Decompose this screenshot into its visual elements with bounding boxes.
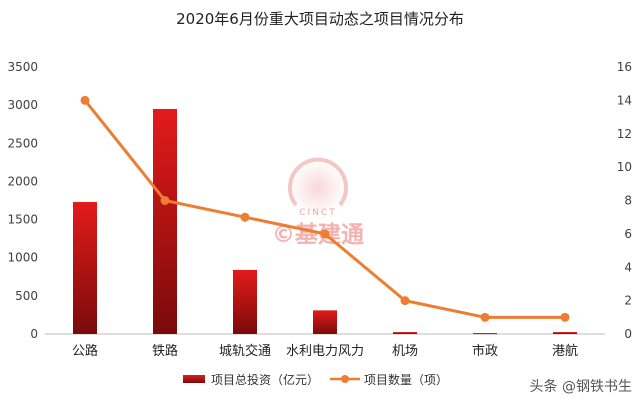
watermark: CINCT ©基建通 — [272, 157, 364, 248]
line-point — [320, 229, 330, 239]
bar — [473, 333, 497, 335]
bar-series — [73, 108, 577, 335]
right-tick-label: 12 — [617, 127, 632, 141]
chart-title: 2020年6月份重大项目动态之项目情况分布 — [176, 10, 464, 28]
bar — [553, 332, 577, 334]
right-tick-label: 6 — [624, 227, 632, 241]
right-tick-label: 16 — [617, 60, 632, 74]
line-point — [80, 95, 90, 105]
left-tick-label: 1500 — [7, 213, 38, 227]
category-labels: 公路 铁路 城轨交通 水利电力风力 机场 市政 港航 — [72, 343, 578, 359]
line-series — [80, 95, 570, 322]
line-point — [400, 296, 410, 306]
left-tick-label: 1000 — [7, 251, 38, 265]
legend: 项目总投资（亿元） 项目数量（项） — [183, 372, 448, 387]
bar — [153, 108, 177, 334]
watermark-ring — [288, 157, 348, 207]
category-label: 市政 — [472, 343, 498, 359]
right-tick-label: 10 — [617, 160, 632, 174]
left-tick-label: 2500 — [7, 136, 38, 150]
category-label: 公路 — [72, 343, 98, 359]
left-tick-label: 3500 — [7, 60, 38, 74]
legend-line-marker — [341, 375, 349, 383]
right-tick-label: 4 — [624, 260, 632, 274]
right-tick-label: 0 — [624, 327, 632, 341]
right-axis-ticks: 0 2 4 6 8 10 12 14 16 — [617, 60, 632, 341]
line-point — [560, 312, 570, 322]
watermark-glow — [290, 160, 346, 216]
left-axis-ticks: 0 500 1000 1500 2000 2500 3000 3500 — [7, 60, 38, 341]
category-label: 铁路 — [152, 343, 178, 359]
right-tick-label: 2 — [624, 294, 632, 308]
legend-bar-swatch — [183, 375, 205, 383]
category-label: 机场 — [392, 344, 418, 359]
line-point — [480, 312, 490, 322]
right-tick-label: 14 — [617, 93, 632, 107]
bar — [233, 269, 257, 334]
legend-bar-label: 项目总投资（亿元） — [211, 372, 319, 387]
left-tick-label: 0 — [30, 327, 38, 341]
left-tick-label: 3000 — [7, 98, 38, 112]
line-point — [240, 212, 250, 222]
bar — [313, 310, 337, 334]
left-tick-label: 500 — [15, 289, 38, 303]
left-tick-label: 2000 — [7, 174, 38, 188]
footer-credit: 头条 @钢铁书生 — [530, 378, 632, 395]
legend-line-label: 项目数量（项） — [364, 372, 448, 387]
watermark-logo-text: CINCT — [299, 208, 336, 218]
right-tick-label: 8 — [624, 194, 632, 208]
bar — [393, 332, 417, 334]
category-label: 港航 — [552, 343, 578, 359]
line-point — [160, 196, 170, 205]
category-label: 水利电力风力 — [286, 344, 364, 359]
bar — [73, 202, 97, 334]
category-label: 城轨交通 — [219, 343, 271, 359]
